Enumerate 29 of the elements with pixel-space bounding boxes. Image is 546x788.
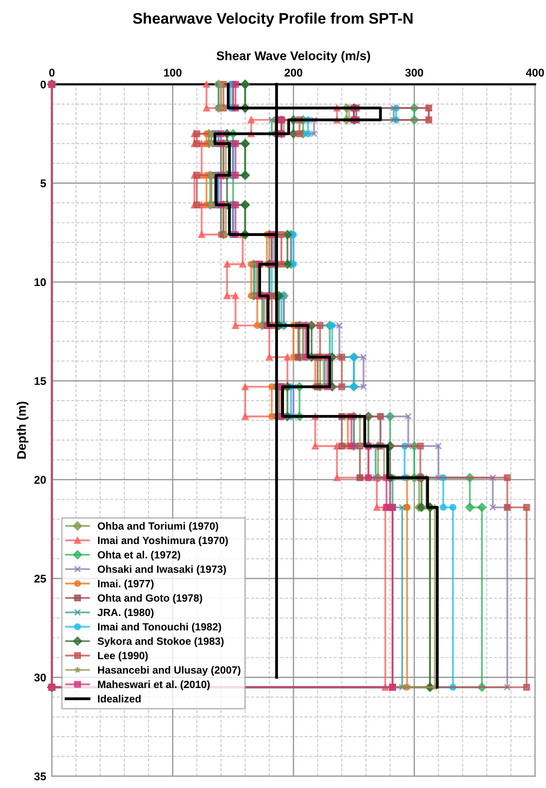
legend-label: Imai and Yoshimura (1970) [98,536,228,546]
x-tick-label: 100 [164,68,182,77]
legend-label: Imai and Tonouchi (1982) [98,622,222,633]
y-tick-label: 0 [40,80,46,88]
legend-label: Sykora and Stokoe (1983) [98,637,224,647]
legend-label: Lee (1990) [98,652,148,662]
legend-label: Idealized [98,694,141,702]
x-tick-label: 300 [405,68,424,77]
legend-label: Hasancebi and Ulusay (2007) [98,666,240,676]
legend-label: JRA. (1980) [97,608,154,618]
y-tick-label: 15 [34,377,46,385]
legend-label: Imai. (1977) [98,580,154,590]
legend-label: Ohta et al. (1972) [98,550,180,561]
y-tick-label: 30 [34,674,46,682]
y-tick-label: 20 [34,476,46,484]
y-tick-label: 25 [34,574,46,583]
x-tick-label: 0 [49,68,55,77]
chart-title: Shearwave Velocity Profile from SPT-N [132,12,412,27]
legend-label: Maheswari et al. (2010) [98,680,210,690]
y-tick-label: 5 [40,180,46,188]
y-tick-label: 10 [34,278,46,286]
x-axis-title: Shear Wave Velocity (m/s) [216,51,370,63]
y-tick-label: 35 [34,772,46,780]
y-axis-title: Depth (m) [16,402,28,459]
x-tick-label: 200 [284,68,302,77]
legend-label: Ohba and Toriumi (1970) [98,522,218,532]
x-tick-label: 400 [526,68,544,77]
legend-label: Ohta and Goto (1978) [98,594,202,604]
legend-label: Ohsaki and Iwasaki (1973) [98,565,226,575]
